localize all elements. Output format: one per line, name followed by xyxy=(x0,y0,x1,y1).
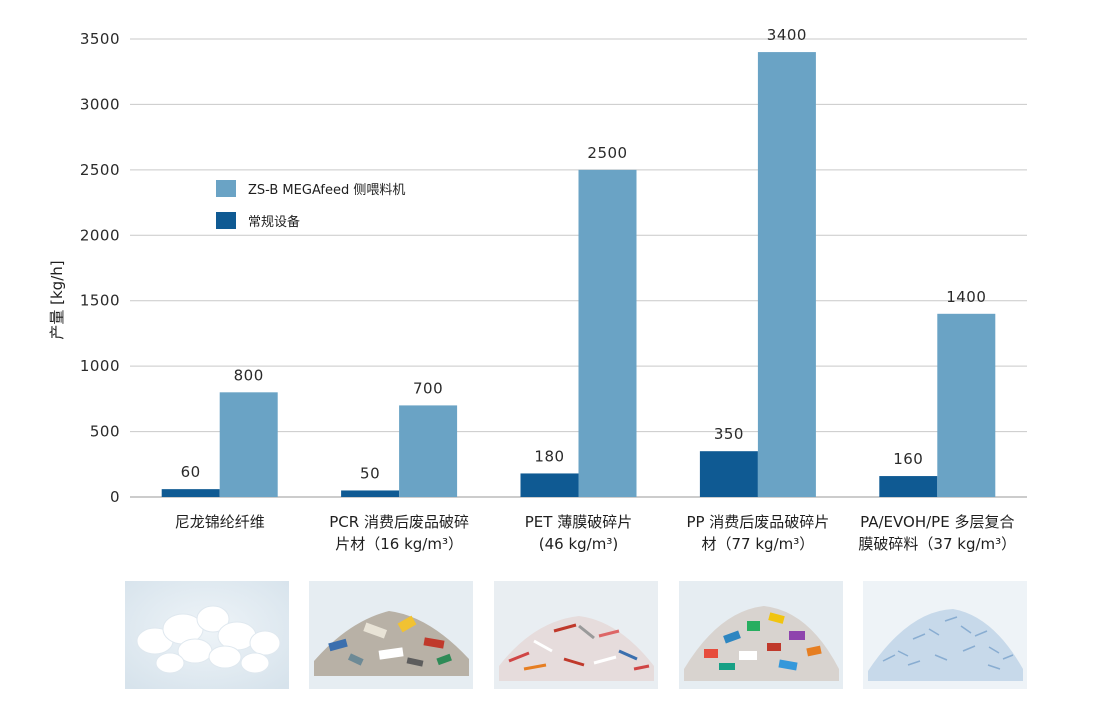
y-tick-label: 2500 xyxy=(80,161,120,179)
nylon-fiber-photo xyxy=(125,581,289,689)
value-labels: 60 50 180 350 160 800 700 2500 3400 1400 xyxy=(181,26,986,482)
category-label: PP 消费后废品破碎片 xyxy=(686,513,829,531)
value-label: 800 xyxy=(234,366,264,384)
bar xyxy=(341,490,400,497)
bar xyxy=(578,169,637,497)
multilayer-film-photo xyxy=(863,581,1027,689)
value-label: 700 xyxy=(413,379,443,397)
bar xyxy=(757,52,816,497)
pp-flakes-photo xyxy=(679,581,843,689)
value-label: 160 xyxy=(893,450,923,468)
legend-swatch xyxy=(216,212,236,229)
y-tick-label: 0 xyxy=(110,488,120,506)
category-label: 尼龙锦纶纤维 xyxy=(175,513,265,531)
legend-label: ZS-B MEGAfeed 侧喂料机 xyxy=(248,183,405,198)
value-label: 3400 xyxy=(767,26,807,44)
bar-chart: 0 500 1000 1500 2000 2500 3000 3500 60 50 180 350 1… xyxy=(48,26,1027,553)
y-tick-label: 500 xyxy=(90,423,120,441)
value-label: 350 xyxy=(714,425,744,443)
bars xyxy=(161,52,996,497)
bar xyxy=(937,313,996,497)
category-label: PA/EVOH/PE 多层复合 xyxy=(860,513,1014,531)
legend-label: 常规设备 xyxy=(248,214,300,230)
y-tick-label: 2000 xyxy=(80,226,120,244)
pcr-flakes-photo xyxy=(309,581,473,689)
bar xyxy=(699,451,758,497)
value-label: 2500 xyxy=(587,144,627,162)
bar xyxy=(520,473,579,497)
category-label: 片材（16 kg/m³） xyxy=(335,535,463,553)
bar xyxy=(399,405,458,497)
legend-swatch xyxy=(216,180,236,197)
value-label: 180 xyxy=(534,447,564,465)
value-label: 60 xyxy=(181,463,201,481)
bar xyxy=(219,392,278,497)
category-label: (46 kg/m³) xyxy=(539,535,618,553)
category-label: PCR 消费后废品破碎 xyxy=(329,513,469,531)
y-tick-label: 3000 xyxy=(80,95,120,113)
category-label: 膜破碎料（37 kg/m³） xyxy=(858,535,1016,553)
y-tick-label: 1500 xyxy=(80,292,120,310)
value-label: 50 xyxy=(360,464,380,482)
category-label: 材（77 kg/m³） xyxy=(702,535,815,553)
y-tick-label: 1000 xyxy=(80,357,120,375)
bar xyxy=(161,489,220,497)
value-label: 1400 xyxy=(946,288,986,306)
y-axis-label: 产量 [kg/h] xyxy=(48,260,66,339)
bar xyxy=(879,476,938,497)
y-axis-ticks: 0 500 1000 1500 2000 2500 3000 3500 xyxy=(80,30,120,506)
category-label: PET 薄膜破碎片 xyxy=(525,513,632,531)
y-tick-label: 3500 xyxy=(80,30,120,48)
pet-film-photo xyxy=(494,581,658,689)
